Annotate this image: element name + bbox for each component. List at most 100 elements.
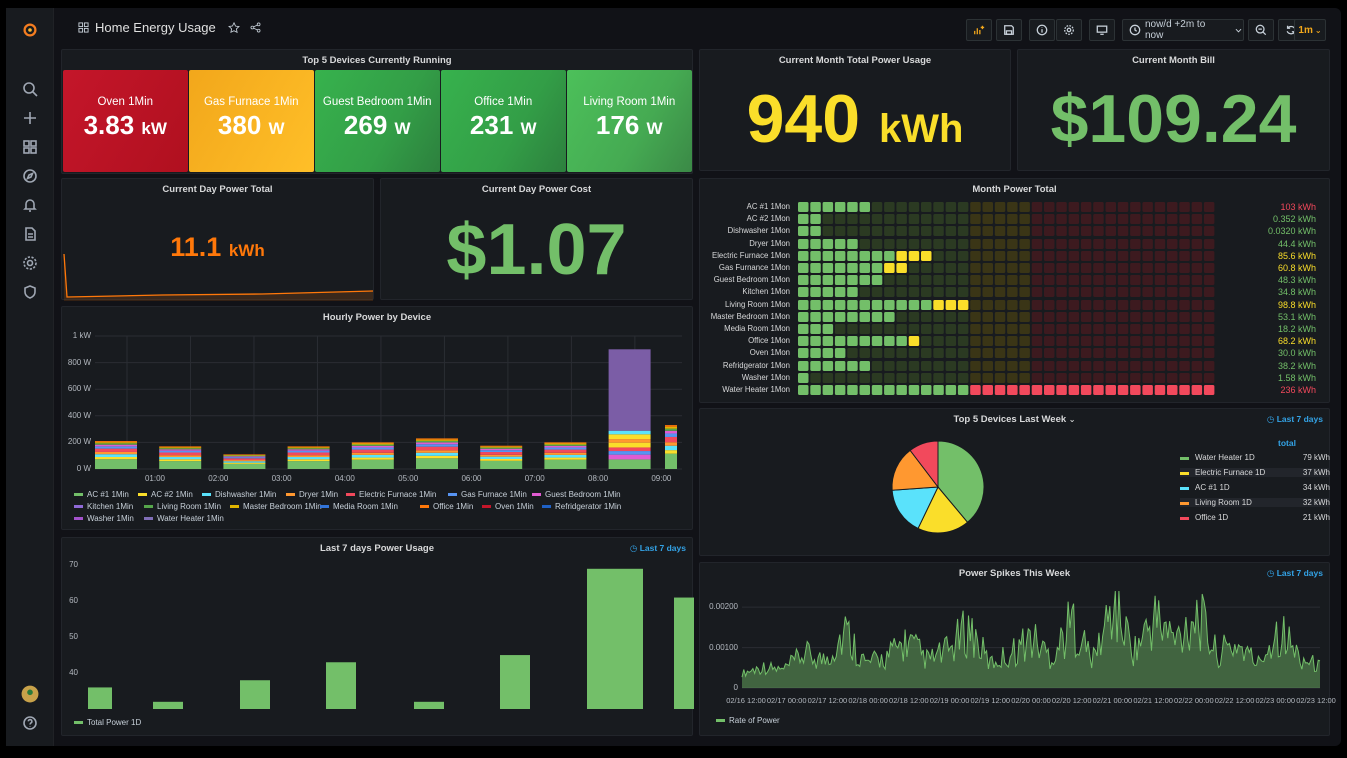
panel-title[interactable]: Last 7 days Power Usage	[319, 543, 435, 554]
x-tick-label: 07:00	[524, 474, 545, 483]
refresh-interval-select[interactable]: 1m ⌄	[1294, 19, 1326, 41]
time-picker[interactable]: now/d +2m to now	[1122, 19, 1244, 41]
month-total-cell	[1130, 263, 1141, 273]
hourly-legend-item[interactable]: Dishwasher 1Min	[202, 490, 276, 499]
month-total-cell	[810, 214, 821, 225]
panel-title[interactable]: Hourly Power by Device	[322, 312, 432, 323]
month-total-cell	[1019, 275, 1030, 286]
chevron-down-icon	[1235, 28, 1242, 32]
hourly-bar-segment	[608, 439, 651, 443]
hourly-legend-item[interactable]: Master Bedroom 1Min	[230, 502, 322, 511]
hourly-bar-segment	[665, 436, 677, 443]
panel-title[interactable]: Current Day Power Total	[162, 184, 273, 195]
hourly-legend-item[interactable]: Washer 1Min	[74, 514, 134, 523]
month-total-cell	[1056, 263, 1067, 273]
pie-legend-item[interactable]: Living Room 1D 32 kWh	[1180, 498, 1330, 507]
dashboards-icon[interactable]	[20, 137, 40, 157]
month-total-cell	[798, 226, 809, 237]
pie-legend-item[interactable]: Office 1D 21 kWh	[1180, 513, 1330, 522]
legend-header[interactable]: total	[1278, 438, 1296, 448]
device-tile[interactable]: Guest Bedroom 1Min 269 W	[315, 70, 440, 172]
month-total-cell	[945, 287, 957, 298]
panel-title[interactable]: Current Day Power Cost	[481, 184, 592, 195]
tv-mode-button[interactable]	[1089, 19, 1115, 41]
hourly-legend-item[interactable]: Living Room 1Min	[144, 502, 221, 511]
hourly-bar-segment	[480, 448, 523, 451]
hourly-legend-item[interactable]: Kitchen 1Min	[74, 502, 133, 511]
hourly-legend-item[interactable]: Dryer 1Min	[286, 490, 338, 499]
grafana-logo-icon[interactable]	[20, 20, 40, 40]
hourly-bar-segment	[416, 439, 458, 441]
hourly-legend-item[interactable]: Guest Bedroom 1Min	[532, 490, 621, 499]
hourly-legend-item[interactable]: Water Heater 1Min	[144, 514, 224, 523]
month-total-cell	[847, 263, 858, 273]
month-total-cell	[908, 348, 920, 359]
star-icon[interactable]	[227, 21, 240, 34]
hourly-legend-item[interactable]: Gas Furnace 1Min	[448, 490, 527, 499]
month-total-cell	[933, 324, 944, 334]
last7-legend-item[interactable]: Total Power 1D	[74, 718, 141, 727]
month-total-cell	[933, 214, 944, 225]
month-total-cell	[798, 336, 809, 347]
panel-title[interactable]: Top 5 Devices Currently Running	[302, 55, 452, 66]
zoom-out-button[interactable]	[1248, 19, 1274, 41]
hourly-legend-item[interactable]: Office 1Min	[420, 502, 473, 511]
device-tile[interactable]: Living Room 1Min 176 W	[567, 70, 692, 172]
top5-running-panel: Top 5 Devices Currently Running Oven 1Mi…	[61, 49, 693, 174]
save-button[interactable]	[996, 19, 1022, 41]
pie-legend-item[interactable]: Electric Furnace 1D 37 kWh	[1180, 468, 1330, 477]
panel-title[interactable]: Month Power Total	[972, 184, 1057, 195]
month-total-cell	[1019, 385, 1030, 395]
time-shift-link[interactable]: ◷ Last 7 days	[1267, 568, 1323, 579]
month-total-cell	[1203, 324, 1215, 334]
device-tile[interactable]: Office 1Min 231 W	[441, 70, 566, 172]
hourly-bar-segment	[159, 447, 202, 449]
search-icon[interactable]	[20, 79, 40, 99]
month-total-cell	[1080, 250, 1092, 261]
month-total-cell	[1056, 287, 1067, 298]
hourly-legend-item[interactable]: Oven 1Min	[482, 502, 534, 511]
document-icon[interactable]	[20, 224, 40, 244]
hourly-legend-item[interactable]: Electric Furnace 1Min	[346, 490, 436, 499]
device-tile[interactable]: Gas Furnace 1Min 380 W	[189, 70, 314, 172]
month-total-cell	[1007, 275, 1018, 286]
hourly-legend-item[interactable]: Media Room 1Min	[320, 502, 398, 511]
month-total-cell	[982, 287, 993, 298]
time-shift-link[interactable]: ◷ Last 7 days	[1267, 414, 1323, 425]
hourly-legend-item[interactable]: AC #1 1Min	[74, 490, 129, 499]
panel-title[interactable]: Current Month Bill	[1132, 55, 1215, 66]
info-button[interactable]	[1029, 19, 1055, 41]
help-icon[interactable]	[20, 713, 40, 733]
month-total-cell	[945, 275, 957, 286]
legend-swatch	[320, 505, 329, 508]
pie-legend-item[interactable]: AC #1 1D 34 kWh	[1180, 483, 1330, 492]
plus-icon[interactable]	[20, 108, 40, 128]
month-total-cell	[1080, 214, 1092, 225]
device-tile[interactable]: Oven 1Min 3.83 kW	[63, 70, 188, 172]
shield-icon[interactable]	[20, 282, 40, 302]
panel-title[interactable]: Top 5 Devices Last Week ⌄	[700, 414, 1329, 425]
time-shift-link[interactable]: ◷ Last 7 days	[630, 543, 686, 554]
month-total-cell	[1154, 385, 1166, 395]
add-panel-button[interactable]	[966, 19, 992, 41]
hourly-legend-item[interactable]: AC #2 1Min	[138, 490, 193, 499]
pie-legend-item[interactable]: Water Heater 1D 79 kWh	[1180, 453, 1330, 462]
hourly-legend-item[interactable]: Refridgerator 1Min	[542, 502, 621, 511]
panel-title[interactable]: Power Spikes This Week	[958, 568, 1071, 579]
month-total-cell	[884, 226, 895, 237]
hourly-bar-segment	[480, 452, 523, 455]
panel-title[interactable]: Current Month Total Power Usage	[778, 55, 932, 66]
share-icon[interactable]	[250, 22, 261, 33]
compass-icon[interactable]	[20, 166, 40, 186]
settings-button[interactable]	[1056, 19, 1082, 41]
dashboard-title[interactable]: Home Energy Usage	[95, 20, 216, 35]
month-total-cell	[1007, 238, 1018, 249]
legend-label: Water Heater 1Min	[157, 514, 224, 523]
month-total-cell	[1191, 336, 1203, 347]
avatar[interactable]	[20, 684, 40, 704]
month-total-row: Kitchen 1Mon 34.8 kWh	[700, 286, 1333, 298]
bell-icon[interactable]	[20, 195, 40, 215]
gear-icon[interactable]	[20, 253, 40, 273]
month-total-cell	[1117, 263, 1129, 273]
spikes-legend-item[interactable]: Rate of Power	[716, 716, 780, 725]
